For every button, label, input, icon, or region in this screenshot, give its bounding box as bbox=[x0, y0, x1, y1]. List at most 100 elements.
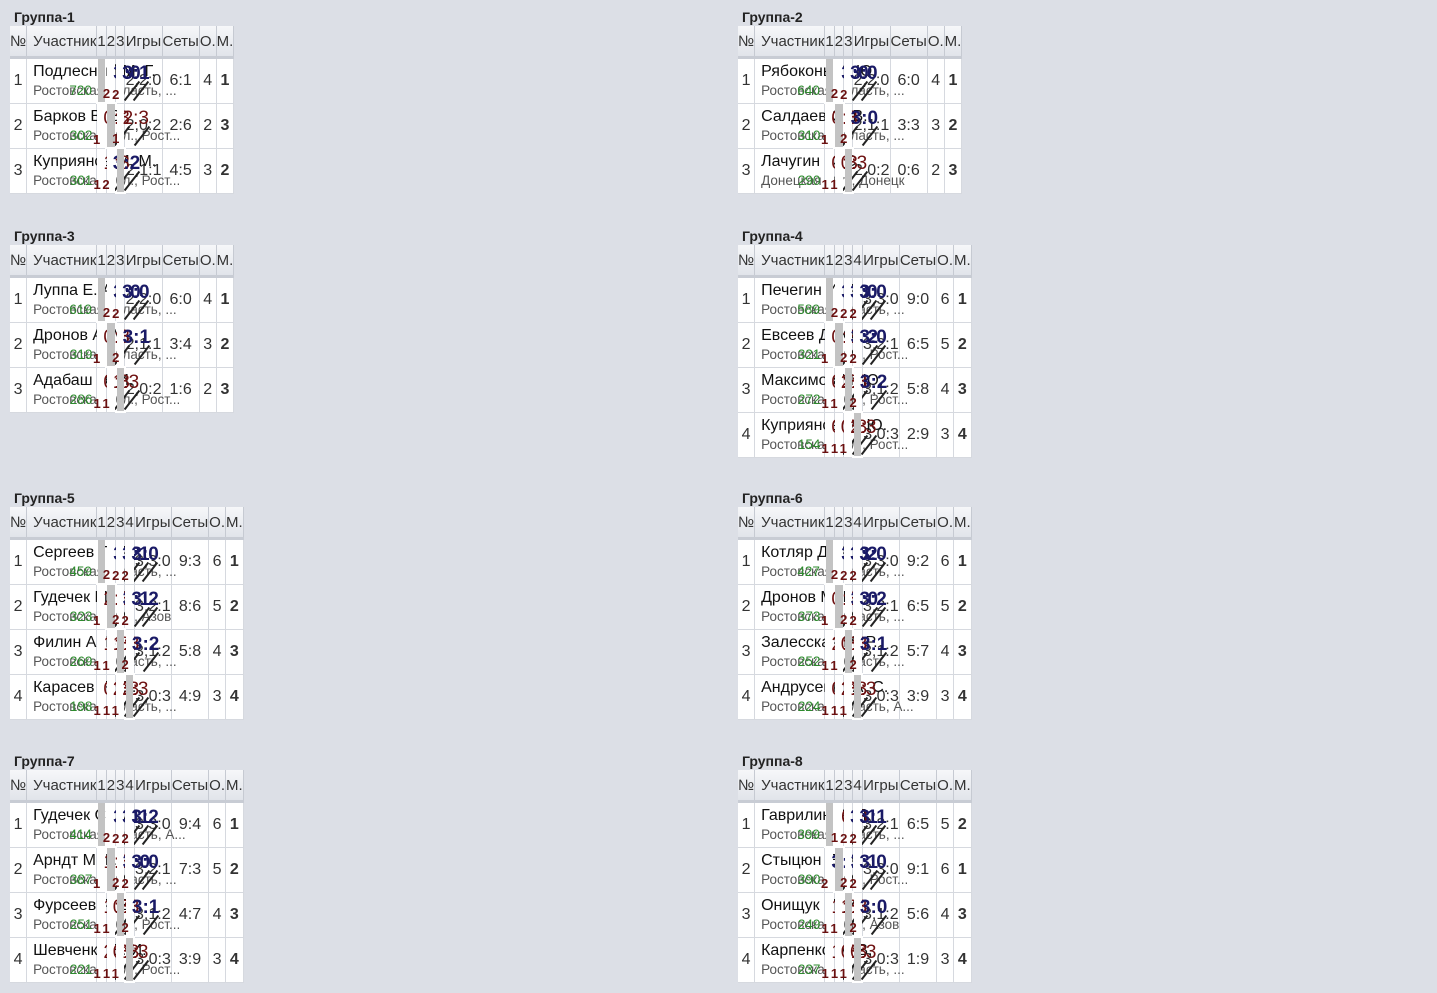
match-score[interactable]: 3:0 bbox=[859, 851, 887, 873]
match-score[interactable]: 3:0 bbox=[859, 326, 887, 348]
match-score-cell[interactable]: 0:31 bbox=[821, 584, 859, 630]
player-cell[interactable]: Филин А. В. Ростовская область, ... 269 bbox=[26, 629, 177, 675]
points-result: 3 bbox=[208, 674, 227, 720]
player-cell[interactable]: Печегин И. А. Ростовская область, ... 589 bbox=[754, 276, 905, 323]
player-cell[interactable]: Максимов М. Ю.Ростовская обл., Рост...27… bbox=[754, 367, 908, 413]
match-score[interactable]: 3:0 bbox=[859, 896, 888, 918]
player-cell[interactable]: Фурсеев А. Б.Ростовская обл., Рост...251 bbox=[26, 892, 180, 938]
match-score[interactable]: 3:0 bbox=[850, 63, 878, 84]
match-score[interactable]: 3:1 bbox=[859, 807, 887, 828]
player-name[interactable]: Арндт М. Р. bbox=[33, 851, 117, 869]
column-header-sets: Сеты bbox=[899, 770, 938, 803]
player-cell[interactable]: Луппа Е. А. Ростовская область, ... 619 bbox=[26, 276, 177, 323]
match-score[interactable]: 3:2 bbox=[131, 588, 159, 610]
player-cell[interactable]: Гаврилин В. П. Ростовская область, ... 399 bbox=[754, 801, 905, 848]
player-cell[interactable]: Шевченко Е. И.Ростовская обл., Рост...22… bbox=[26, 937, 180, 983]
player-cell[interactable]: Котляр Д. А. Ростовская область, ... 427 bbox=[754, 538, 905, 585]
match-score-cell[interactable]: 1:31 bbox=[830, 892, 868, 938]
match-score[interactable]: 3:2 bbox=[859, 371, 888, 393]
player-cell[interactable]: Карасев Я. О. Ростовская область, ... 198 bbox=[26, 674, 177, 720]
match-score[interactable]: 3:1 bbox=[859, 633, 888, 655]
player-cell[interactable]: Куприянов М. М.Ростовская обл., Рост...3… bbox=[26, 148, 180, 194]
player-cell[interactable]: Андрусенко А. С.Ростовская область, А...… bbox=[754, 674, 914, 720]
player-cell[interactable]: Сергеев П. А. Ростовская область, ... 459 bbox=[26, 538, 177, 585]
player-name[interactable]: Подлесный М. Г. bbox=[33, 63, 156, 80]
match-score[interactable]: 2:3 bbox=[122, 107, 149, 129]
points-result: 6 bbox=[936, 538, 955, 585]
match-score-cell[interactable]: 2:31 bbox=[93, 584, 131, 630]
player-cell[interactable]: Арндт М. Р. Ростовская область, ... 387 bbox=[26, 847, 177, 893]
match-score-cell[interactable]: 0:31 bbox=[821, 103, 859, 149]
match-score[interactable]: 3:0 bbox=[131, 851, 159, 873]
player-cell[interactable]: Карпенко М. В. Ростовская область, ... 237 bbox=[754, 937, 905, 983]
match-score[interactable]: 3:0 bbox=[859, 282, 887, 303]
match-score[interactable]: 3:2 bbox=[131, 807, 159, 828]
player-cell[interactable]: Дронов М. Г. Ростовская область, ... 373 bbox=[754, 584, 905, 630]
match-score[interactable]: 3:1 bbox=[122, 63, 150, 84]
match-score-cell[interactable]: 0:31 bbox=[821, 322, 859, 368]
player-cell[interactable]: Дронов А. М. Ростовская область, ... 319 bbox=[26, 322, 177, 368]
player-cell[interactable]: Куприянов М. Ю.Ростовская обл., Рост...1… bbox=[754, 412, 908, 458]
match-score[interactable]: 3:1 bbox=[122, 326, 151, 348]
player-cell[interactable]: Гудечек С. А. Ростовская область, А... 414 bbox=[26, 801, 186, 848]
player-cell[interactable]: Стыцюн Е. А.Ростовская обл., Рост...390 bbox=[754, 847, 908, 893]
column-header-opponent: 3 bbox=[115, 26, 126, 59]
player-name[interactable]: Куприянов М. М. bbox=[33, 152, 157, 170]
match-score-cell[interactable]: 3:02 bbox=[821, 847, 859, 893]
match-score-cell[interactable]: 0:31 bbox=[830, 629, 868, 675]
player-cell[interactable]: Подлесный М. Г. Ростовская область, ... 72… bbox=[26, 57, 177, 104]
player-cell[interactable]: Евсеев Д. Ю.Ростовская обл., Рост...321 bbox=[754, 322, 908, 368]
match-score[interactable]: 3:1 bbox=[131, 896, 160, 918]
match-score-cell[interactable]: 2:31 bbox=[830, 367, 868, 413]
match-score[interactable]: 3:2 bbox=[131, 633, 160, 655]
match-score-cell[interactable]: 1:31 bbox=[93, 847, 131, 893]
player-cell[interactable]: Адабаш Э. И.Ростовская обл., Рост...286 bbox=[26, 367, 180, 413]
player-cell[interactable]: Салдаев О. В. Ростовская область, ... 310 bbox=[754, 103, 905, 149]
match-score-cell[interactable]: 1:31 bbox=[102, 629, 140, 675]
match-score[interactable]: 3:0 bbox=[131, 544, 159, 565]
player-cell[interactable]: Залесская М. Р. Ростовская область, ... 25… bbox=[754, 629, 905, 675]
match-score-cell[interactable]: 0:31 bbox=[93, 322, 131, 368]
match-score[interactable]: 3:0 bbox=[859, 544, 887, 565]
match-score-cell[interactable]: 0:31 bbox=[102, 892, 140, 938]
match-score-cell[interactable]: 0:31 bbox=[93, 103, 131, 149]
match-score[interactable]: 3:2 bbox=[859, 588, 887, 610]
player-cell[interactable]: Барков В. В.Ростовская обл., Рост...302 bbox=[26, 103, 180, 149]
player-cell[interactable]: Рябоконь И. Ю. Ростовская область, ... 640 bbox=[754, 57, 905, 104]
match-score[interactable]: 3:0 bbox=[850, 107, 879, 129]
self-match-cell bbox=[95, 275, 108, 323]
match-score[interactable]: 3:0 bbox=[122, 282, 150, 303]
